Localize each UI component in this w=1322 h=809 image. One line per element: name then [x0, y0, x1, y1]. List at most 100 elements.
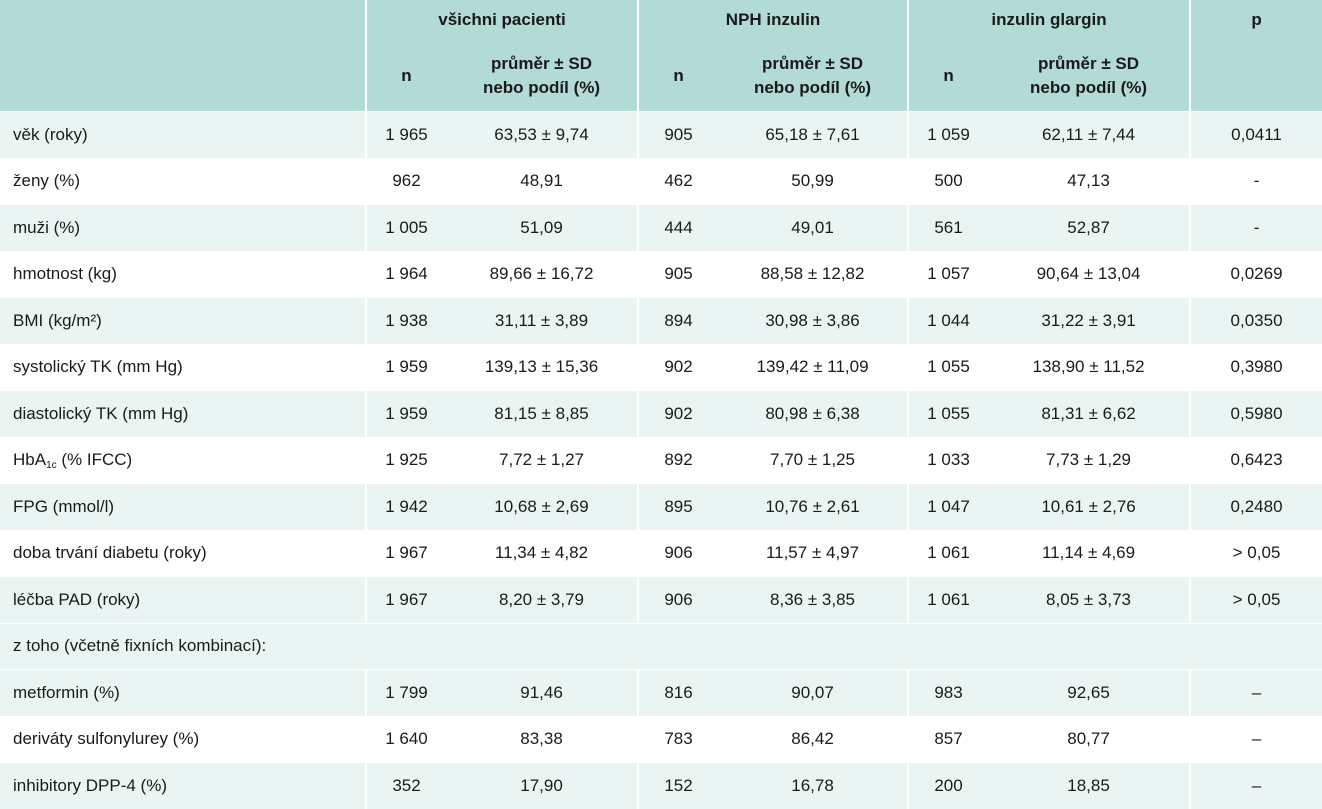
cell-value-all: 51,09 [446, 204, 639, 251]
header-group-nph-insulin: NPH inzulin [637, 0, 909, 40]
row-label: diastolický TK (mm Hg) [0, 390, 366, 437]
cell-n-glargine: 1 059 [907, 111, 989, 158]
header-stat-line2: nebo podíl (%) [753, 77, 872, 97]
cell-n-nph: 894 [637, 297, 719, 344]
cell-value-nph: 65,18 ± 7,61 [718, 111, 909, 158]
cell-n-all: 1 959 [365, 343, 446, 391]
table-header: všichni pacienti NPH inzulin inzulin gla… [0, 0, 1322, 112]
cell-value-nph: 16,78 [718, 762, 909, 809]
cell-n-glargine: 561 [907, 204, 989, 251]
cell-n-all: 1 964 [365, 250, 446, 298]
row-label: deriváty sulfonylurey (%) [0, 715, 366, 763]
cell-value-glargine: 10,61 ± 2,76 [988, 483, 1191, 530]
cell-value-all: 139,13 ± 15,36 [446, 343, 639, 391]
table-row: léčba PAD (roky) 1 967 8,20 ± 3,79 906 8,36 … [0, 576, 1322, 623]
cell-p-value: – [1189, 762, 1322, 809]
cell-value-all: 63,53 ± 9,74 [446, 111, 639, 158]
cell-p-value: – [1189, 669, 1322, 716]
header-stat-line1: průměr ± SD [1038, 53, 1140, 73]
cell-n-glargine: 983 [907, 669, 989, 716]
cell-n-nph: 816 [637, 669, 719, 716]
header-n: n [365, 40, 446, 112]
cell-value-all: 89,66 ± 16,72 [446, 250, 639, 298]
table-row: hmotnost (kg) 1 964 89,66 ± 16,72 905 88,58 … [0, 250, 1322, 298]
cell-n-glargine: 1 033 [907, 436, 989, 484]
table-row: doba trvání diabetu (roky) 1 967 11,34 ± 4… [0, 529, 1322, 577]
cell-n-glargine: 1 055 [907, 343, 989, 391]
row-label: léčba PAD (roky) [0, 576, 366, 623]
cell-n-nph: 444 [637, 204, 719, 251]
cell-n-all: 352 [365, 762, 446, 809]
header-row-subheaders: n průměr ± SD nebo podíl (%) n průměr ± S… [0, 40, 1322, 112]
table-row: deriváty sulfonylurey (%) 1 640 83,38 783 86… [0, 715, 1322, 763]
cell-n-glargine: 1 044 [907, 297, 989, 344]
cell-value-all: 11,34 ± 4,82 [446, 529, 639, 577]
cell-n-all: 1 799 [365, 669, 446, 716]
cell-n-all: 962 [365, 157, 446, 205]
row-label: hmotnost (kg) [0, 250, 366, 298]
table-row: diastolický TK (mm Hg) 1 959 81,15 ± 8,85 9… [0, 390, 1322, 437]
cell-value-glargine: 81,31 ± 6,62 [988, 390, 1191, 437]
cell-value-nph: 30,98 ± 3,86 [718, 297, 909, 344]
cell-p-value: 0,5980 [1189, 390, 1322, 437]
header-empty-cell [1189, 40, 1322, 112]
header-stat: průměr ± SD nebo podíl (%) [988, 40, 1191, 112]
cell-n-glargine: 1 057 [907, 250, 989, 298]
cell-n-nph: 462 [637, 157, 719, 205]
cell-value-all: 31,11 ± 3,89 [446, 297, 639, 344]
cell-value-nph: 7,70 ± 1,25 [718, 436, 909, 484]
cell-value-nph: 10,76 ± 2,61 [718, 483, 909, 530]
cell-value-nph: 50,99 [718, 157, 909, 205]
row-label: věk (roky) [0, 111, 366, 158]
row-label: ženy (%) [0, 157, 366, 205]
cell-p-value: 0,0350 [1189, 297, 1322, 344]
cell-value-glargine: 8,05 ± 3,73 [988, 576, 1191, 623]
row-label: doba trvání diabetu (roky) [0, 529, 366, 577]
table-row: BMI (kg/m²) 1 938 31,11 ± 3,89 894 30,98 ± 3… [0, 297, 1322, 344]
row-label: inhibitory DPP-4 (%) [0, 762, 366, 809]
cell-value-nph: 88,58 ± 12,82 [718, 250, 909, 298]
header-p-value: p [1189, 0, 1322, 40]
cell-value-all: 10,68 ± 2,69 [446, 483, 639, 530]
table-body: věk (roky) 1 965 63,53 ± 9,74 905 65,18 ± 7,… [0, 111, 1322, 809]
cell-p-value: - [1189, 204, 1322, 251]
cell-value-nph: 139,42 ± 11,09 [718, 343, 909, 391]
header-row-groups: všichni pacienti NPH inzulin inzulin gla… [0, 0, 1322, 40]
cell-value-nph: 86,42 [718, 715, 909, 763]
cell-value-nph: 49,01 [718, 204, 909, 251]
cell-p-value: 0,2480 [1189, 483, 1322, 530]
cell-n-all: 1 959 [365, 390, 446, 437]
header-n: n [637, 40, 719, 112]
cell-value-nph: 80,98 ± 6,38 [718, 390, 909, 437]
header-stat: průměr ± SD nebo podíl (%) [446, 40, 639, 112]
cell-value-glargine: 62,11 ± 7,44 [988, 111, 1191, 158]
row-label: HbA1c (% IFCC) [0, 436, 366, 484]
cell-value-all: 81,15 ± 8,85 [446, 390, 639, 437]
cell-p-value: 0,3980 [1189, 343, 1322, 391]
table-row: ženy (%) 962 48,91 462 50,99 500 47,13- [0, 157, 1322, 205]
cell-value-all: 48,91 [446, 157, 639, 205]
table-row: muži (%) 1 005 51,09 444 49,01 561 52,87- [0, 204, 1322, 251]
cell-n-glargine: 1 061 [907, 529, 989, 577]
cell-n-nph: 906 [637, 576, 719, 623]
cell-n-all: 1 938 [365, 297, 446, 344]
cell-value-all: 7,72 ± 1,27 [446, 436, 639, 484]
cell-n-glargine: 1 047 [907, 483, 989, 530]
cell-value-glargine: 47,13 [988, 157, 1191, 205]
cell-n-all: 1 005 [365, 204, 446, 251]
row-label-rest: (% IFCC) [56, 450, 133, 470]
table-row: metformin (%) 1 799 91,46 816 90,07 983 92,65– [0, 669, 1322, 716]
cell-p-value: > 0,05 [1189, 576, 1322, 623]
section-label: z toho (včetně fixních kombinací): [0, 622, 1322, 670]
header-stat-line1: průměr ± SD [491, 53, 592, 73]
header-empty-cell [0, 0, 366, 40]
cell-n-all: 1 967 [365, 529, 446, 577]
cell-value-nph: 11,57 ± 4,97 [718, 529, 909, 577]
table-section-row: z toho (včetně fixních kombinací): [0, 622, 1322, 670]
cell-n-nph: 902 [637, 343, 719, 391]
header-stat: průměr ± SD nebo podíl (%) [718, 40, 909, 112]
table-row: inhibitory DPP-4 (%) 352 17,90 152 16,78 200 1… [0, 762, 1322, 809]
cell-n-all: 1 965 [365, 111, 446, 158]
cell-n-nph: 902 [637, 390, 719, 437]
